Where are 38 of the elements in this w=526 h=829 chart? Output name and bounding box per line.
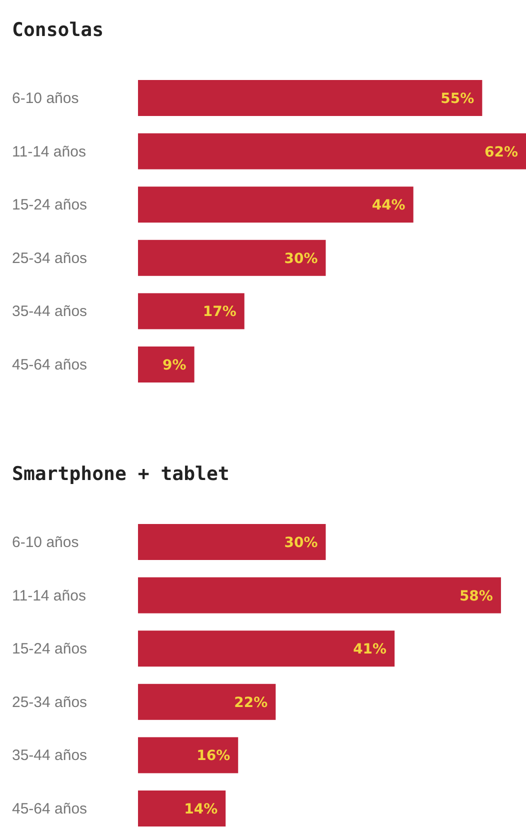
data-label: 17% bbox=[202, 304, 236, 320]
bar bbox=[138, 737, 238, 774]
data-label: 58% bbox=[459, 588, 493, 604]
bar bbox=[138, 577, 501, 614]
data-label: 30% bbox=[284, 250, 318, 267]
y-tick-label: 35-44 años bbox=[12, 747, 88, 764]
bar bbox=[138, 684, 276, 720]
bar bbox=[138, 133, 526, 170]
chart-title: Smartphone + tablet bbox=[12, 463, 230, 485]
data-label: 22% bbox=[234, 694, 268, 711]
data-label: 30% bbox=[284, 535, 318, 551]
y-tick-label: 11-14 años bbox=[12, 587, 86, 604]
data-label: 9% bbox=[162, 358, 186, 374]
chart-title: Consolas bbox=[12, 19, 104, 41]
bar bbox=[138, 80, 482, 116]
y-tick-label: 15-24 años bbox=[12, 640, 88, 658]
y-tick-label: 35-44 años bbox=[12, 303, 88, 320]
y-tick-label: 45-64 años bbox=[12, 800, 88, 818]
data-label: 62% bbox=[484, 144, 518, 160]
bar bbox=[138, 790, 226, 826]
data-label: 16% bbox=[196, 748, 230, 764]
data-label: 55% bbox=[440, 91, 474, 107]
bar bbox=[138, 524, 326, 560]
y-tick-label: 25-34 años bbox=[12, 250, 88, 267]
y-tick-label: 25-34 años bbox=[12, 694, 88, 711]
y-tick-label: 45-64 años bbox=[12, 356, 88, 374]
data-label: 41% bbox=[353, 642, 387, 658]
y-tick-label: 11-14 años bbox=[12, 143, 86, 160]
y-tick-label: 6-10 años bbox=[12, 534, 79, 551]
bar bbox=[138, 186, 414, 223]
data-label: 44% bbox=[372, 198, 406, 214]
bar bbox=[138, 240, 326, 276]
bar bbox=[138, 630, 395, 667]
y-tick-label: 15-24 años bbox=[12, 196, 88, 214]
bar bbox=[138, 346, 194, 382]
y-tick-label: 6-10 años bbox=[12, 90, 79, 107]
data-label: 14% bbox=[184, 802, 218, 818]
bar bbox=[138, 293, 244, 330]
